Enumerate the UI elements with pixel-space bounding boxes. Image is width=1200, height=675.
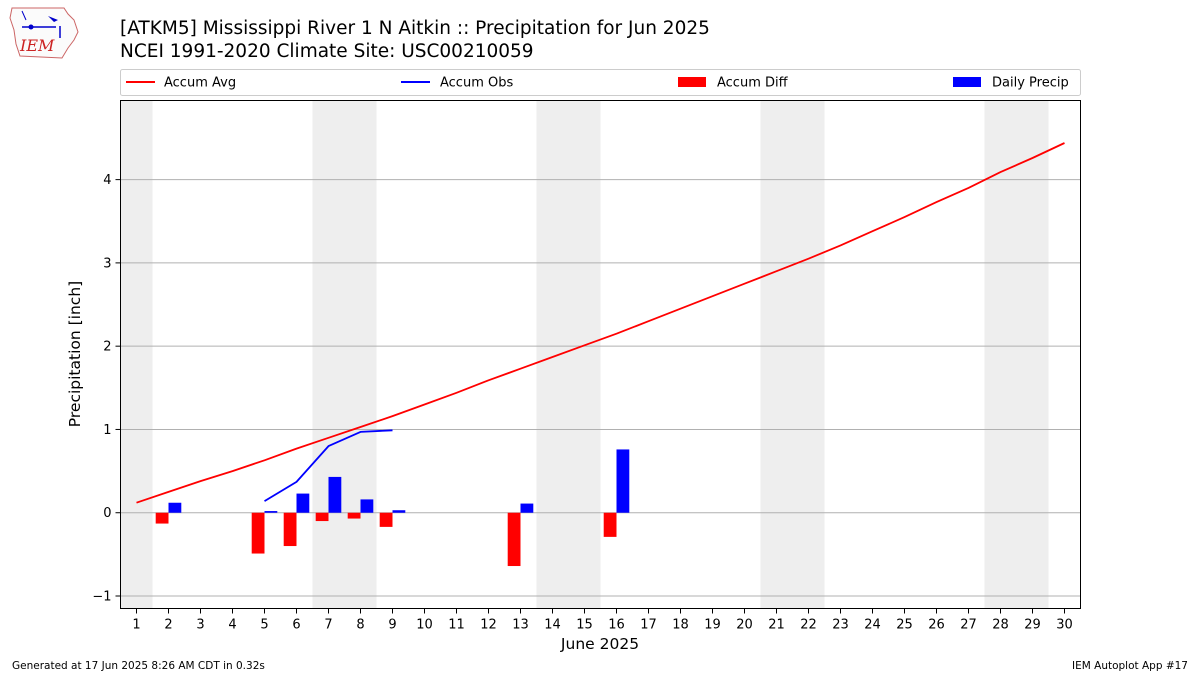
daily-precip-bar [296,493,310,513]
y-axis-label: Precipitation [inch] [66,281,84,427]
title-line-1: [ATKM5] Mississippi River 1 N Aitkin :: … [120,18,710,39]
daily-precip-bar [168,502,182,513]
x-tick-label: 7 [324,618,332,633]
y-axis-ticks: −1 0 1 2 3 4 [92,173,121,605]
x-tick-label: 9 [388,618,396,633]
weekend-bands [120,100,1049,609]
plot-frame [120,100,1081,609]
y-tick-label: 1 [103,423,111,438]
y-tick-label: 3 [103,256,111,271]
legend-label-accum-diff: Accum Diff [717,76,789,91]
accum-diff-bar [347,512,361,519]
x-tick-label: 24 [864,618,881,633]
accum-diff-bar [155,512,169,524]
x-tick-label: 1 [132,618,140,633]
series-lines [136,142,1065,504]
y-tick-label: −1 [92,590,111,605]
x-tick-label: 20 [736,618,753,633]
accum-obs-line [264,429,393,502]
y-tick-label: 0 [103,506,111,521]
daily-precip-bar [328,476,342,513]
accum-diff-bar [603,512,617,537]
y-tick-label: 2 [103,340,111,355]
daily-precip-bar [264,511,278,513]
accum-diff-bar [251,512,265,554]
legend-label-daily-precip: Daily Precip [992,76,1069,91]
x-tick-label: 15 [576,618,593,633]
x-tick-label: 19 [704,618,721,633]
x-tick-label: 22 [800,618,817,633]
x-tick-label: 5 [260,618,268,633]
daily-precip-bar [360,499,374,513]
x-tick-label: 30 [1056,618,1073,633]
x-tick-label: 4 [228,618,236,633]
x-tick-label: 6 [292,618,300,633]
weekend-band [536,100,601,609]
legend: Accum Avg Accum Obs Accum Diff Daily Pre… [120,69,1081,96]
x-tick-label: 26 [928,618,945,633]
x-axis-label: June 2025 [560,635,639,653]
x-tick-label: 3 [196,618,204,633]
x-tick-label: 2 [164,618,172,633]
weekend-band [120,100,153,609]
accum-diff-bar [379,512,393,527]
legend-label-accum-avg: Accum Avg [164,76,236,91]
x-tick-label: 16 [608,618,625,633]
x-tick-label: 11 [448,618,465,633]
weekend-band [760,100,825,609]
title-line-2: NCEI 1991-2020 Climate Site: USC00210059 [120,41,534,62]
gridlines [120,179,1081,597]
legend-swatch-accum-diff [678,77,706,87]
weekend-band [312,100,377,609]
x-tick-label: 25 [896,618,913,633]
x-tick-label: 27 [960,618,977,633]
x-tick-label: 18 [672,618,689,633]
x-tick-label: 13 [512,618,529,633]
daily-precip-bar [616,449,630,513]
legend-swatch-daily-precip [953,77,981,87]
chart-title: [ATKM5] Mississippi River 1 N Aitkin :: … [120,17,710,63]
y-tick-label: 4 [103,173,111,188]
x-tick-label: 8 [356,618,364,633]
x-tick-label: 10 [416,618,433,633]
daily-precip-bar [520,503,534,513]
accum-diff-bar [283,512,297,547]
x-tick-label: 23 [832,618,849,633]
x-tick-label: 21 [768,618,785,633]
accum-diff-bar [507,512,521,567]
x-tick-label: 12 [480,618,497,633]
x-tick-label: 17 [640,618,657,633]
accum-diff-bar [315,512,329,522]
iem-logo: IEM [8,6,80,60]
weekend-band [984,100,1049,609]
bars [155,449,630,567]
generated-timestamp: Generated at 17 Jun 2025 8:26 AM CDT in … [12,660,265,672]
daily-precip-bar [392,510,406,513]
x-axis-ticks: 1 2 3 4 5 6 7 8 9 10 11 12 13 14 15 16 17 18 19 20 21 22 23 24 2… [132,608,1073,633]
x-tick-label: 28 [992,618,1009,633]
x-tick-label: 14 [544,618,561,633]
app-label: IEM Autoplot App #17 [1072,660,1188,672]
logo-text: IEM [19,36,55,55]
accum-avg-line [136,142,1065,504]
x-tick-label: 29 [1024,618,1041,633]
legend-label-accum-obs: Accum Obs [440,76,513,91]
